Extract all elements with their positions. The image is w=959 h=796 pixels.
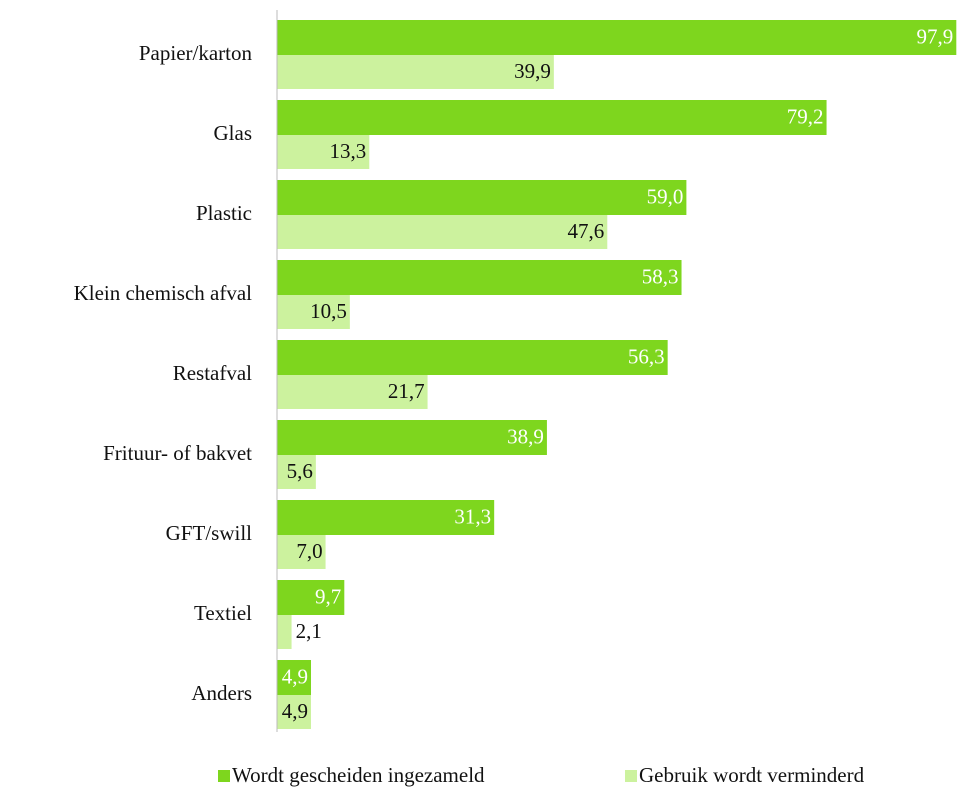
value-label: 47,6: [568, 219, 605, 243]
category-label: Klein chemisch afval: [74, 281, 253, 305]
value-label: 39,9: [514, 59, 551, 83]
value-label: 38,9: [507, 424, 544, 448]
bar: [277, 375, 428, 409]
value-label: 2,1: [296, 619, 322, 643]
value-label: 13,3: [330, 139, 367, 163]
bar: [277, 55, 554, 89]
bar: [277, 20, 957, 55]
value-label: 7,0: [296, 539, 322, 563]
legend-swatch: [625, 770, 637, 782]
value-label: 21,7: [388, 379, 425, 403]
value-label: 4,9: [282, 699, 308, 723]
bar: [277, 660, 311, 695]
bar: [277, 135, 370, 169]
bar: [277, 455, 316, 489]
value-label: 5,6: [287, 459, 313, 483]
value-label: 58,3: [642, 264, 679, 288]
category-label: Restafval: [173, 361, 252, 385]
value-label: 31,3: [454, 504, 491, 528]
category-label: Glas: [214, 121, 253, 145]
category-label: Textiel: [194, 601, 252, 625]
bar: [277, 535, 326, 569]
value-label: 79,2: [787, 104, 824, 128]
category-label: Papier/karton: [139, 41, 253, 65]
value-label: 9,7: [315, 584, 341, 608]
value-label: 4,9: [282, 664, 308, 688]
value-label: 56,3: [628, 344, 665, 368]
legend-swatch: [218, 770, 230, 782]
bar: [277, 420, 547, 455]
legend-label: Wordt gescheiden ingezameld: [232, 763, 485, 787]
bar: [277, 580, 345, 615]
value-label: 59,0: [647, 184, 684, 208]
category-label: GFT/swill: [166, 521, 253, 545]
bar: [277, 295, 350, 329]
category-label: Plastic: [196, 201, 252, 225]
value-label: 10,5: [310, 299, 347, 323]
bar: [277, 500, 495, 535]
bar: [277, 100, 827, 135]
bar: [277, 260, 682, 295]
category-label: Anders: [191, 681, 252, 705]
category-label: Frituur- of bakvet: [103, 441, 252, 465]
bar: [277, 215, 608, 249]
bar: [277, 615, 292, 649]
bar: [277, 180, 687, 215]
bar: [277, 695, 311, 729]
value-label: 97,9: [917, 24, 954, 48]
bar: [277, 340, 668, 375]
legend-label: Gebruik wordt verminderd: [639, 763, 865, 787]
